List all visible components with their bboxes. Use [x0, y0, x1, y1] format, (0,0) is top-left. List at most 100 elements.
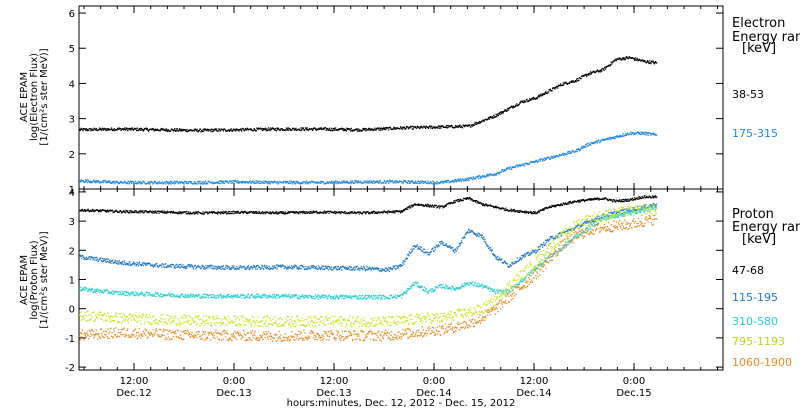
- electron-point: [307, 129, 309, 131]
- proton-point: [517, 260, 520, 262]
- proton-point: [276, 213, 279, 215]
- proton-point: [211, 211, 213, 213]
- electron-point: [543, 157, 545, 159]
- proton-point: [513, 209, 516, 211]
- proton-point: [131, 293, 133, 296]
- electron-point: [600, 71, 602, 73]
- electron-point: [200, 131, 202, 133]
- electron-point: [492, 117, 494, 119]
- proton-point: [428, 205, 430, 207]
- proton-point: [103, 289, 105, 291]
- electron-point: [95, 129, 97, 131]
- proton-point: [385, 296, 388, 299]
- electron-point: [491, 117, 493, 119]
- electron-point: [652, 60, 654, 62]
- proton-point: [492, 205, 494, 208]
- proton-point: [539, 210, 541, 212]
- proton-point: [180, 265, 182, 267]
- electron-point: [247, 182, 249, 184]
- proton-point: [177, 212, 179, 214]
- electron-point: [304, 183, 307, 185]
- proton-point: [170, 264, 172, 266]
- proton-point: [494, 205, 496, 208]
- proton-point: [554, 204, 556, 207]
- proton-point: [107, 209, 109, 211]
- proton-point: [223, 210, 225, 213]
- electron-point: [289, 128, 292, 130]
- proton-point: [280, 211, 282, 213]
- proton-point: [321, 265, 323, 267]
- electron-point: [241, 180, 243, 183]
- proton-point: [246, 266, 248, 268]
- electron-point: [194, 128, 196, 130]
- electron-point: [383, 181, 385, 184]
- electron-point: [330, 129, 332, 131]
- proton-point: [375, 212, 377, 214]
- proton-point: [82, 255, 84, 257]
- proton-point: [509, 263, 511, 266]
- electron-point: [654, 133, 656, 135]
- electron-point: [615, 135, 617, 137]
- electron-point: [498, 173, 500, 175]
- electron-point: [166, 129, 168, 131]
- proton-point: [529, 211, 531, 214]
- proton-point: [380, 296, 383, 299]
- proton-point: [260, 296, 262, 298]
- proton-point: [245, 296, 247, 298]
- proton-point: [129, 264, 132, 267]
- electron-point: [556, 85, 558, 88]
- proton-point: [282, 296, 284, 298]
- proton-point: [325, 212, 327, 214]
- proton-point: [118, 293, 120, 296]
- electron-point: [124, 129, 127, 131]
- electron-point: [610, 61, 612, 63]
- proton-point: [454, 252, 456, 254]
- proton-point: [381, 211, 383, 213]
- electron-point: [356, 130, 359, 132]
- proton-point: [413, 284, 416, 286]
- proton-point: [143, 295, 145, 297]
- proton-point: [159, 295, 161, 297]
- proton-point: [527, 254, 530, 256]
- electron-point: [492, 116, 494, 118]
- proton-point: [409, 206, 412, 208]
- proton-point: [164, 266, 166, 269]
- proton-point: [268, 297, 270, 299]
- electron-point: [120, 129, 122, 132]
- electron-point: [288, 182, 290, 184]
- electron-point: [293, 128, 295, 130]
- electron-point: [131, 182, 133, 184]
- electron-point: [491, 116, 493, 118]
- electron-point: [151, 181, 153, 183]
- proton-point: [407, 289, 409, 291]
- proton-point: [407, 287, 409, 290]
- proton-point: [468, 196, 470, 199]
- proton-point: [202, 293, 204, 296]
- electron-point: [120, 180, 122, 182]
- proton-point: [208, 297, 210, 299]
- proton-point: [336, 269, 338, 271]
- proton-point: [89, 258, 91, 261]
- proton-point: [401, 297, 403, 299]
- electron-point: [259, 180, 261, 182]
- proton-point: [553, 204, 555, 207]
- proton-point: [407, 208, 409, 210]
- electron-point: [470, 126, 472, 128]
- proton-point: [153, 295, 156, 297]
- electron-point: [441, 181, 443, 183]
- proton-point: [292, 267, 294, 269]
- electron-point: [348, 129, 350, 131]
- proton-point: [302, 212, 304, 214]
- electron-point: [544, 159, 546, 161]
- proton-point: [239, 295, 241, 298]
- proton-point: [258, 210, 260, 213]
- proton-point: [275, 212, 278, 215]
- proton-point: [483, 204, 485, 206]
- proton-point: [413, 204, 415, 206]
- proton-point: [496, 258, 498, 261]
- electron-point: [320, 127, 322, 129]
- electron-point: [384, 180, 386, 182]
- proton-point: [216, 266, 218, 269]
- electron-point: [630, 133, 633, 136]
- electron-point: [334, 129, 336, 131]
